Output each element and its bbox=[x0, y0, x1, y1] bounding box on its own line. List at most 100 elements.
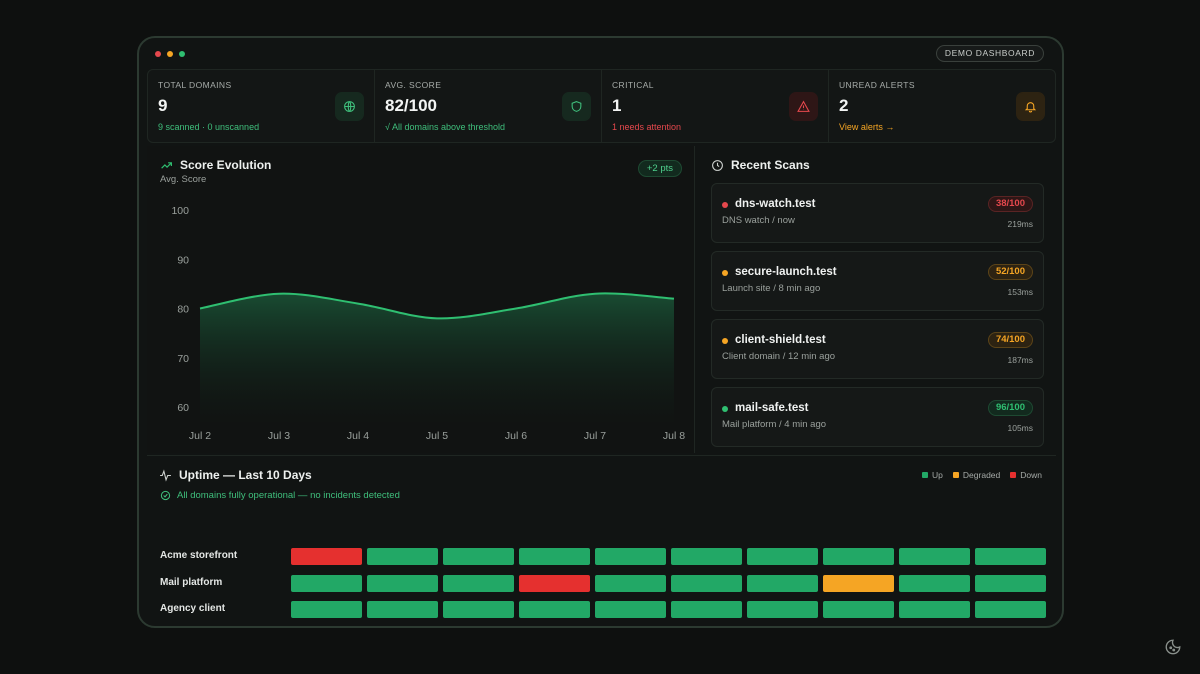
uptime-cell-up[interactable] bbox=[975, 574, 1046, 592]
score-evolution-header: Score Evolution bbox=[160, 158, 271, 172]
uptime-cell-down[interactable] bbox=[291, 548, 362, 565]
legend-item: Degraded bbox=[952, 470, 1001, 480]
uptime-cell-up[interactable] bbox=[899, 574, 970, 592]
x-tick-label: Jul 8 bbox=[663, 430, 685, 442]
uptime-cell-up[interactable] bbox=[747, 574, 818, 592]
uptime-cell-up[interactable] bbox=[823, 548, 894, 565]
y-tick-label: 70 bbox=[177, 353, 189, 365]
uptime-cell-up[interactable] bbox=[519, 548, 590, 565]
uptime-cell-up[interactable] bbox=[291, 601, 362, 618]
uptime-status-text: All domains fully operational — no incid… bbox=[177, 490, 400, 501]
stat-value: 82/100 bbox=[385, 96, 437, 115]
recent-scans-header: Recent Scans bbox=[711, 158, 810, 172]
status-dot bbox=[722, 270, 728, 276]
uptime-cell-up[interactable] bbox=[747, 548, 818, 565]
uptime-cell-up[interactable] bbox=[595, 628, 666, 629]
stat-label: UNREAD ALERTS bbox=[839, 80, 915, 90]
scan-card[interactable]: dns-watch.test DNS watch / now 38/100 219ms bbox=[711, 183, 1044, 243]
bell-icon bbox=[1016, 92, 1045, 121]
score-chart: 100 90 80 70 60 Jul 2 Jul 3 Jul 4 Jul 5 Jul 6 Jul … bbox=[171, 205, 685, 442]
legend-label: Degraded bbox=[962, 470, 1001, 480]
legend-swatch bbox=[922, 472, 929, 478]
uptime-cell-up[interactable] bbox=[443, 548, 514, 565]
uptime-cell-up[interactable] bbox=[443, 628, 514, 629]
score-evolution-title: Score Evolution bbox=[180, 158, 272, 172]
uptime-cell-up[interactable] bbox=[443, 601, 514, 618]
theme-toggle-icon[interactable] bbox=[1164, 638, 1182, 656]
stat-label: TOTAL DOMAINS bbox=[158, 80, 232, 90]
uptime-cell-up[interactable] bbox=[367, 628, 438, 629]
legend-label: Down bbox=[1020, 470, 1042, 480]
y-tick-label: 80 bbox=[177, 304, 189, 316]
uptime-row: Agency client bbox=[160, 601, 1046, 618]
uptime-cell-up[interactable] bbox=[595, 574, 666, 592]
score-change-badge: +2 pts bbox=[637, 160, 682, 177]
uptime-cell-up[interactable] bbox=[975, 548, 1046, 565]
scan-duration: 153ms bbox=[1007, 287, 1033, 297]
uptime-cell-up[interactable] bbox=[823, 601, 894, 618]
uptime-cell-up[interactable] bbox=[291, 574, 362, 592]
uptime-cell-up[interactable] bbox=[595, 601, 666, 618]
stat-label: CRITICAL bbox=[612, 80, 654, 90]
uptime-cell-up[interactable] bbox=[975, 628, 1046, 629]
x-tick-label: Jul 7 bbox=[584, 430, 606, 442]
uptime-cell-up[interactable] bbox=[671, 548, 742, 565]
score-area-fill bbox=[200, 293, 674, 422]
stat-sub: 1 needs attention bbox=[612, 122, 682, 132]
view-alerts-link[interactable]: View alerts → bbox=[839, 122, 895, 132]
uptime-cell-up[interactable] bbox=[595, 548, 666, 565]
uptime-cell-up[interactable] bbox=[747, 601, 818, 618]
status-dot bbox=[722, 202, 728, 208]
scan-card[interactable]: mail-safe.test Mail platform / 4 min ago 9… bbox=[711, 387, 1044, 447]
scan-description: Mail platform / 4 min ago bbox=[722, 419, 827, 430]
minimize-dot[interactable] bbox=[167, 51, 173, 57]
uptime-title: Uptime — Last 10 Days bbox=[179, 468, 312, 482]
shield-icon bbox=[562, 92, 591, 121]
uptime-cell-down[interactable] bbox=[519, 574, 590, 592]
window-controls bbox=[155, 51, 185, 57]
scan-domain: secure-launch.test bbox=[735, 266, 837, 278]
uptime-row: Launch site bbox=[160, 628, 1046, 629]
stat-value: 2 bbox=[839, 96, 849, 115]
uptime-status: All domains fully operational — no incid… bbox=[160, 490, 400, 501]
scan-description: DNS watch / now bbox=[722, 215, 795, 226]
uptime-header: Uptime — Last 10 Days bbox=[159, 468, 312, 482]
uptime-cell-up[interactable] bbox=[899, 548, 970, 565]
scan-score-badge: 52/100 bbox=[987, 264, 1033, 280]
uptime-cell-up[interactable] bbox=[823, 628, 894, 629]
scan-score-badge: 38/100 bbox=[987, 196, 1033, 212]
uptime-cell-up[interactable] bbox=[519, 601, 590, 618]
uptime-cell-up[interactable] bbox=[671, 574, 742, 592]
scan-duration: 219ms bbox=[1007, 219, 1033, 229]
uptime-cell-degraded[interactable] bbox=[519, 628, 590, 629]
uptime-cell-up[interactable] bbox=[367, 601, 438, 618]
recent-scans-title: Recent Scans bbox=[731, 158, 810, 172]
uptime-cell-up[interactable] bbox=[367, 574, 438, 592]
stat-unread-alerts: UNREAD ALERTS 2 View alerts → bbox=[829, 70, 1055, 142]
uptime-cell-up[interactable] bbox=[291, 628, 362, 629]
uptime-cell-degraded[interactable] bbox=[823, 574, 894, 592]
uptime-cell-up[interactable] bbox=[367, 548, 438, 565]
scan-card[interactable]: client-shield.test Client domain / 12 min… bbox=[711, 319, 1044, 379]
scan-duration: 187ms bbox=[1007, 355, 1033, 365]
uptime-cell-up[interactable] bbox=[975, 601, 1046, 618]
stat-avg-score: AVG. SCORE 82/100 √ All domains above th… bbox=[375, 70, 602, 142]
scan-card[interactable]: secure-launch.test Launch site / 8 min ag… bbox=[711, 251, 1044, 311]
uptime-cell-up[interactable] bbox=[671, 628, 742, 629]
maximize-dot[interactable] bbox=[179, 51, 185, 57]
x-tick-label: Jul 2 bbox=[189, 430, 211, 442]
stat-total-domains: TOTAL DOMAINS 9 9 scanned · 0 unscanned bbox=[148, 70, 375, 142]
uptime-cell-up[interactable] bbox=[747, 628, 818, 629]
x-tick-label: Jul 6 bbox=[505, 430, 527, 442]
dashboard-window: DEMO DASHBOARD TOTAL DOMAINS 9 9 scanned… bbox=[137, 36, 1064, 628]
uptime-cell-up[interactable] bbox=[899, 628, 970, 629]
score-evolution-subtitle: Avg. Score bbox=[160, 174, 207, 185]
close-dot[interactable] bbox=[155, 51, 161, 57]
scan-domain: dns-watch.test bbox=[735, 198, 816, 210]
uptime-cell-up[interactable] bbox=[899, 601, 970, 618]
uptime-row: Acme storefront bbox=[160, 548, 1046, 565]
uptime-cell-up[interactable] bbox=[443, 574, 514, 592]
titlebar: DEMO DASHBOARD bbox=[139, 38, 1062, 68]
uptime-cell-up[interactable] bbox=[671, 601, 742, 618]
stat-sub: 9 scanned · 0 unscanned bbox=[158, 122, 260, 132]
